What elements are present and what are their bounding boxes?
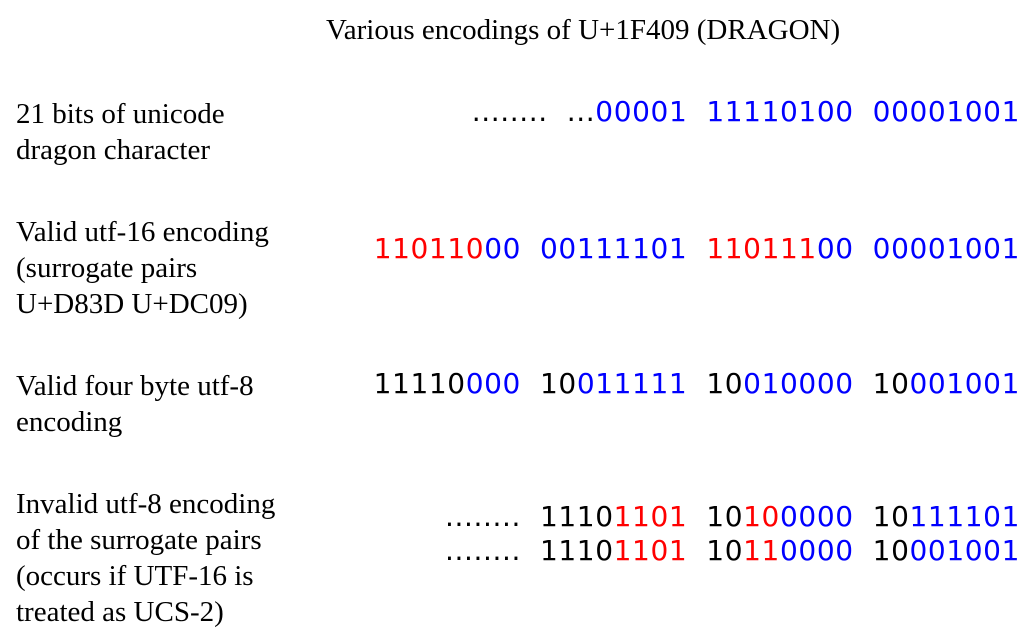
label-line: Valid four byte utf-8 (16, 370, 254, 402)
bit-segment: 011111 (576, 367, 707, 400)
bit-segment: 10 (539, 367, 577, 400)
bit-segment: 001001 (909, 367, 1020, 400)
label-line: (occurs if UTF-16 is (16, 560, 254, 592)
row-label-utf8-valid: Valid four byte utf-8 encoding (16, 368, 316, 440)
bit-segment: 110111 (706, 232, 817, 265)
bit-segment: 10 (872, 500, 910, 533)
bit-segment: 111101 (909, 500, 1020, 533)
bit-segment: 010000 (743, 367, 873, 400)
bit-segment: 00 00001001 (816, 232, 1020, 265)
label-line: treated as UCS-2) (16, 596, 224, 628)
bit-segment: 110110 (373, 232, 485, 265)
bit-segment: 10 (706, 500, 744, 533)
bit-segment: ........ (444, 500, 540, 533)
bits-utf8-invalid: ........ 11101101 10100000 10111101.....… (445, 500, 1020, 568)
label-line: (surrogate pairs (16, 252, 198, 284)
bit-segment: 10 (743, 500, 780, 533)
label-line: encoding (16, 406, 123, 438)
label-line: U+D83D U+DC09) (16, 288, 248, 320)
bits-unicode: ........ ...00001 11110100 00001001 (472, 95, 1020, 129)
row-label-utf8-invalid: Invalid utf-8 encoding of the surrogate … (16, 486, 316, 630)
diagram-title: Various encodings of U+1F409 (DRAGON) (326, 14, 841, 46)
bit-segment: ........ (444, 534, 540, 567)
bit-segment: 0000 (779, 534, 873, 567)
label-line: Invalid utf-8 encoding (16, 488, 276, 520)
label-line: 21 bits of unicode (16, 98, 225, 130)
bit-segment: 00001 11110100 00001001 (595, 95, 1020, 128)
row-label-utf16: Valid utf-16 encoding (surrogate pairs U… (16, 214, 316, 322)
bit-segment: 000 (465, 367, 540, 400)
row-label-unicode-bits: 21 bits of unicode dragon character (16, 96, 316, 168)
label-line: of the surrogate pairs (16, 524, 262, 556)
bit-segment: 0000 (779, 500, 873, 533)
bits-utf16: 11011000 00111101 11011100 00001001 (374, 232, 1020, 266)
bit-segment: 10 (706, 367, 744, 400)
bit-segment: 11110 (373, 367, 466, 400)
bit-segment: 10 (872, 534, 910, 567)
bit-segment: 001001 (909, 534, 1020, 567)
bit-segment: 1101 (613, 500, 707, 533)
bits-utf8-valid: 11110000 10011111 10010000 10001001 (374, 367, 1020, 401)
bit-segment: ........ ... (471, 95, 596, 128)
bit-segment: 10 (872, 367, 910, 400)
bit-segment: 10 (706, 534, 744, 567)
bit-segment: 1110 (539, 500, 614, 533)
label-line: dragon character (16, 134, 211, 166)
bit-line: ........ 11101101 10110000 10001001 (445, 534, 1020, 568)
bit-segment: 1110 (539, 534, 614, 567)
bit-line: ........ 11101101 10100000 10111101 (445, 500, 1020, 534)
bit-line: 11110000 10011111 10010000 10001001 (374, 367, 1020, 401)
label-line: Valid utf-16 encoding (16, 216, 269, 248)
bit-segment: 00 00111101 (484, 232, 707, 265)
bit-line: ........ ...00001 11110100 00001001 (472, 95, 1020, 129)
bit-segment: 1101 (613, 534, 707, 567)
bit-segment: 11 (743, 534, 780, 567)
bit-line: 11011000 00111101 11011100 00001001 (374, 232, 1020, 266)
